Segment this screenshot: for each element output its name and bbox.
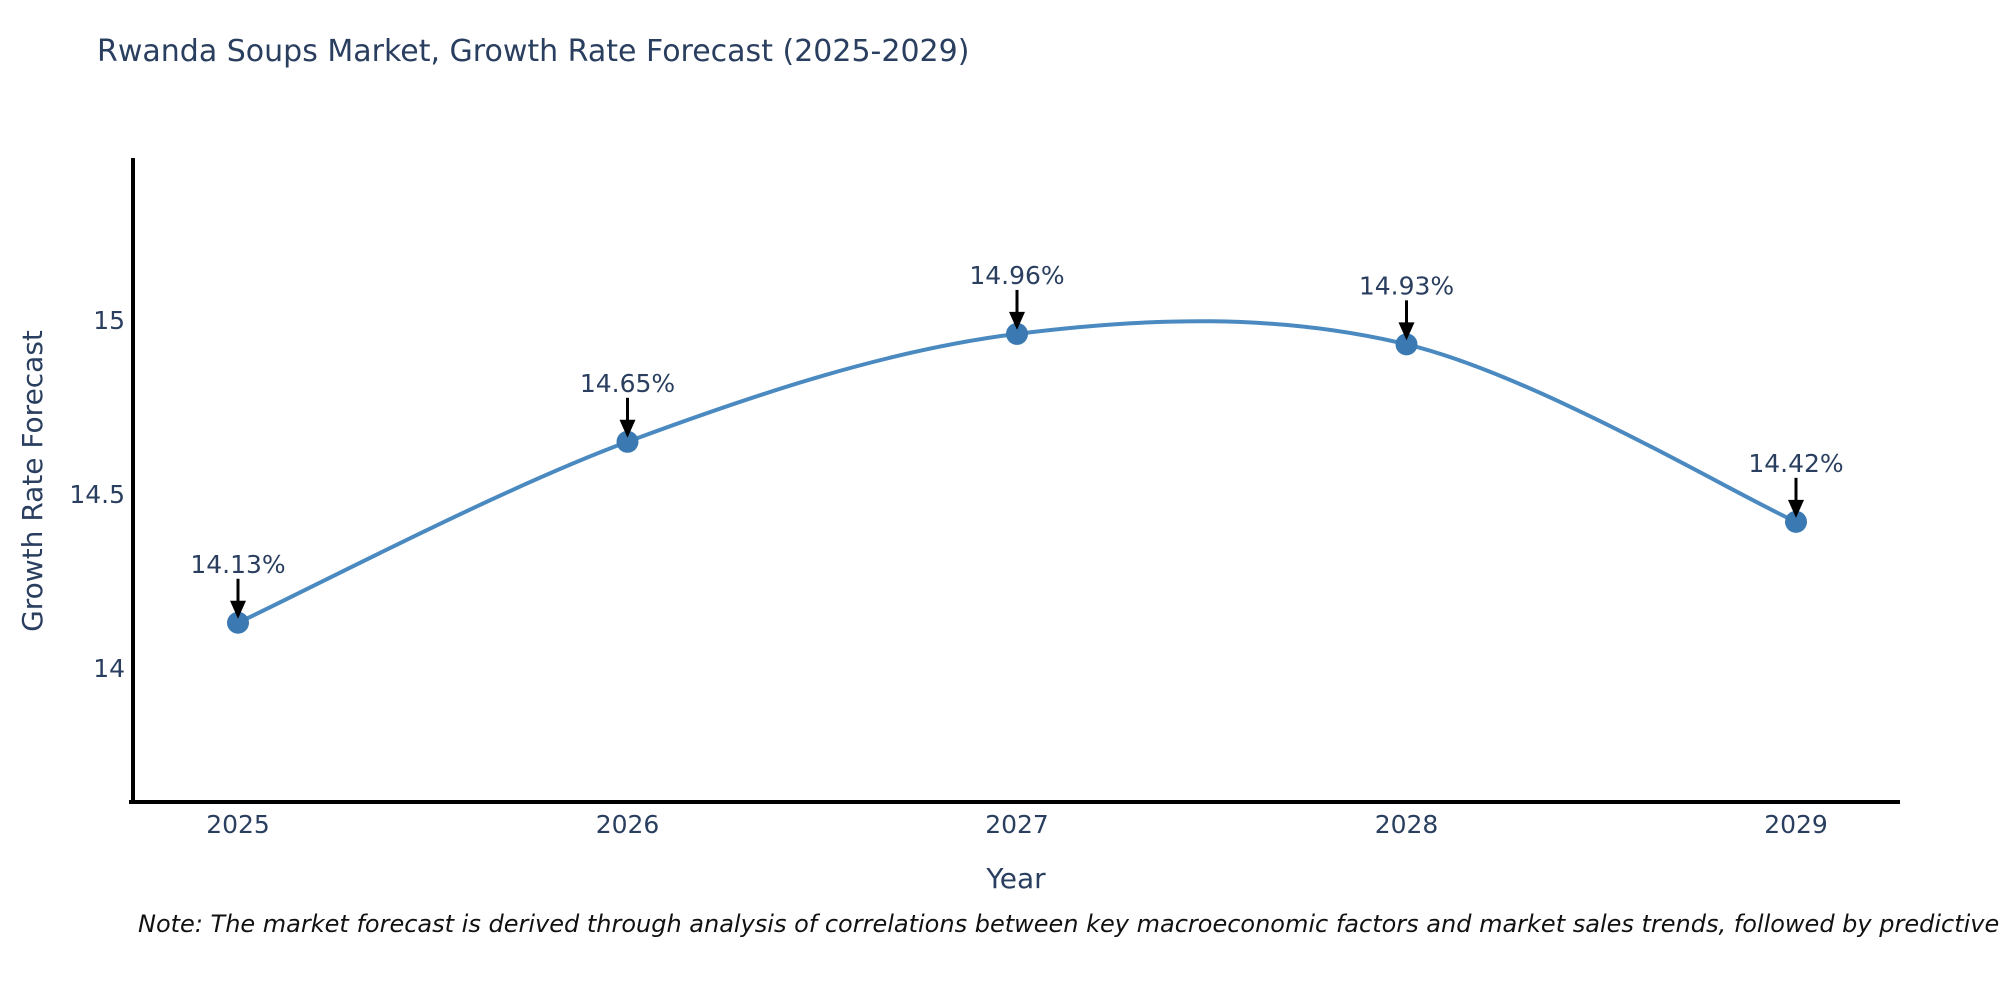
data-point-2029 [1785, 510, 1807, 533]
x-tick-label: 2029 [1764, 810, 1828, 839]
data-point-2025 [227, 611, 249, 634]
series-line [236, 319, 1798, 625]
x-tick-label: 2028 [1375, 810, 1439, 839]
x-axis-line [129, 800, 1900, 804]
annotation-arrowhead [619, 419, 636, 438]
footnote: Note: The market forecast is derived thr… [138, 910, 2000, 938]
y-tick-label: 15 [93, 306, 125, 335]
x-tick-label: 2027 [985, 810, 1049, 839]
x-tick-label: 2026 [596, 810, 660, 839]
data-point-label: 14.65% [580, 369, 675, 398]
y-axis-title: Growth Rate Forecast [16, 330, 49, 632]
annotation-arrowhead [1009, 311, 1025, 330]
annotation-arrowhead [1398, 322, 1415, 341]
annotation-labels-group: 14.13% 14.65% 14.96% 14.93% 14.42% [190, 261, 1843, 579]
data-point-label: 14.96% [969, 261, 1064, 290]
data-points-group [227, 322, 1807, 634]
annotation-arrows-group [230, 289, 1804, 619]
chart-title: Rwanda Soups Market, Growth Rate Forecas… [97, 34, 970, 69]
y-tick-label: 14.5 [69, 480, 125, 509]
data-point-2026 [616, 430, 639, 453]
x-tick-labels-group: 2025 2026 2027 2028 2029 [206, 810, 1828, 839]
annotation-arrowhead [1788, 499, 1804, 518]
data-point-label: 14.13% [190, 550, 285, 579]
y-tick-labels-group: 14 14.5 15 [69, 306, 125, 683]
x-axis-title: Year [985, 862, 1046, 895]
data-point-2028 [1395, 333, 1418, 356]
annotation-arrowhead [230, 600, 246, 619]
data-point-label: 14.42% [1748, 449, 1843, 478]
y-axis-line [131, 158, 135, 804]
data-point-label: 14.93% [1359, 271, 1454, 300]
data-point-2027 [1006, 322, 1028, 345]
y-tick-label: 14 [93, 654, 125, 683]
x-tick-label: 2025 [206, 810, 270, 839]
